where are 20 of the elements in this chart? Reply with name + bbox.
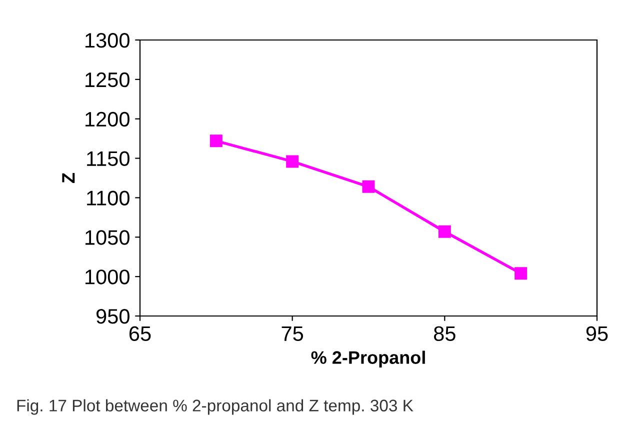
x-tick-label: 75 [282, 326, 304, 342]
point [286, 155, 299, 168]
point [210, 134, 222, 148]
y-axis-title: Z [62, 173, 75, 183]
x-tick-label: 95 [586, 326, 608, 342]
y-tick-label: 1100 [87, 190, 130, 206]
point [438, 225, 451, 238]
y-tick-label: 1250 [86, 72, 130, 88]
x-axis-title: % 2-Propanol [311, 350, 425, 368]
x-tick-label: 65 [129, 326, 151, 342]
x-tick-label: 85 [434, 326, 456, 342]
y-tick-label: 1050 [86, 230, 130, 245]
point [514, 267, 528, 280]
y-tick-label: 1200 [86, 112, 130, 127]
y-tick-label: 1300 [86, 33, 130, 48]
point [362, 180, 375, 193]
y-tick-label: 950 [96, 309, 130, 324]
y-tick-label: 1000 [86, 270, 130, 284]
caption: Fig. 17 Plot between % 2-propanol and Z temp. 303 K [17, 399, 414, 415]
y-tick-label: 1150 [87, 151, 130, 166]
